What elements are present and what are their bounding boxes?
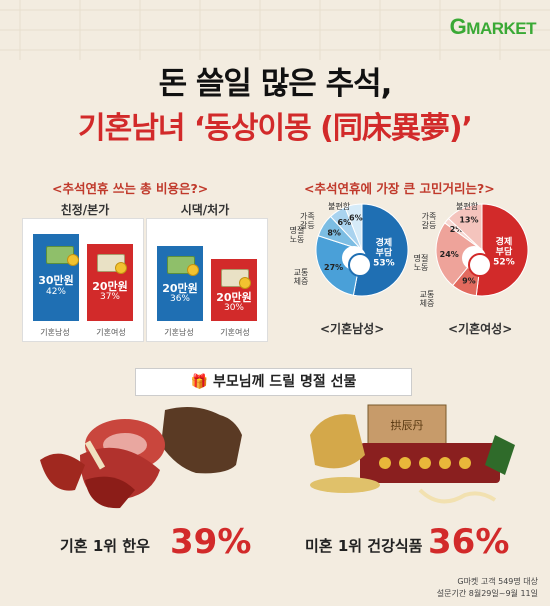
single-gift-pct: 36% [428, 522, 510, 562]
title-line-2: 기혼남녀 ‘동상이몽 (同床異夢)’ [78, 111, 473, 146]
woman-avatar-icon [468, 253, 492, 277]
pie-value-label: 2% [450, 225, 464, 234]
cost-card-0: 30만원 42% 20만원 37% 기혼남성 기혼여성 [22, 218, 144, 342]
bar-1-female: 20만원 30% [211, 259, 257, 321]
married-gift-pct: 39% [170, 522, 252, 562]
pie-value-label: 13% [459, 216, 478, 225]
single-gift-text: 미혼 1위 건강식품 [305, 537, 423, 555]
pie-value-label: 27% [324, 263, 343, 272]
label-female-family: 가족 갈등 [421, 212, 437, 230]
group-label-1: 시댁/처가 [180, 203, 230, 217]
bar-0-male: 30만원 42% [33, 234, 79, 321]
bar-0-female: 20만원 37% [87, 244, 133, 321]
coin-icon [239, 277, 251, 289]
coin-icon [67, 254, 79, 266]
pie-slice [475, 203, 529, 297]
bar-x-label: 기혼남성 [164, 328, 194, 337]
bar-pct: 30% [223, 303, 244, 313]
footnote-line-1: G마켓 고객 549명 대상 [457, 577, 538, 586]
cost-card-1: 20만원 36% 20만원 30% 기혼남성 기혼여성 [146, 218, 268, 342]
female-pie-title: <기혼여성> [448, 322, 513, 336]
gift-banner: 🎁 부모님께 드릴 명절 선물 [135, 368, 412, 396]
label-female-discomfort: 불편함 [456, 202, 479, 211]
bar-x-label: 기혼여성 [220, 328, 250, 337]
cost-heading: <추석연휴 쓰는 총 비용은?> [52, 181, 209, 196]
coin-icon [115, 262, 127, 274]
bar-pct: 42% [45, 287, 66, 297]
pie-slice [447, 203, 483, 252]
gift-heading: 부모님께 드릴 명절 선물 [212, 374, 357, 390]
label-male-family: 가족 갈등 [300, 212, 315, 230]
pie-value-label: 6% [349, 214, 363, 223]
title-line-1: 돈 쓸일 많은 추석, [158, 66, 393, 102]
bar-amount: 20만원 [216, 291, 252, 304]
label-male-discomfort: 불편함 [328, 202, 351, 211]
pie-value-label: 24% [440, 250, 459, 259]
jar-label: 拱辰丹 [391, 418, 424, 432]
logo-g: G [449, 14, 467, 39]
bar-1-male: 20만원 36% [157, 246, 203, 321]
bar-pct: 36% [169, 294, 190, 304]
footnote-line-2: 설문기간 8월29일~9월 11일 [436, 589, 538, 598]
man-avatar-icon [348, 253, 372, 277]
logo-text: MARKET [466, 19, 536, 38]
bar-amount: 30만원 [38, 274, 74, 287]
bar-x-label: 기혼남성 [40, 328, 70, 337]
health-food-illustration: 拱辰丹 [310, 404, 515, 504]
female-donut-chart: 경제 부담 52% 9% 24% 2%13% [435, 203, 529, 297]
bar-pct: 37% [99, 292, 120, 302]
pie-value-label: 경제 부담 52% [493, 236, 515, 268]
label-male-labor: 명절 노동 [289, 226, 305, 244]
worry-heading: <추석연휴에 가장 큰 고민거리는?> [304, 181, 495, 196]
pie-value-label: 8% [327, 228, 341, 237]
pie-value-label: 9% [462, 276, 476, 285]
coin-icon [187, 264, 199, 276]
male-donut-chart: 경제 부담 53%27%8%6%6% [315, 203, 409, 297]
bar-amount: 20만원 [162, 282, 198, 295]
male-pie-title: <기혼남성> [320, 322, 385, 336]
bar-x-label: 기혼여성 [96, 328, 126, 337]
group-label-0: 친정/본가 [60, 203, 110, 217]
lattice-pattern [0, 0, 550, 60]
pie-slice [435, 222, 483, 287]
label-female-traffic: 교통 체증 [419, 290, 435, 308]
beef-illustration [40, 406, 242, 509]
pie-value-label: 경제 부담 53% [373, 236, 395, 268]
gmarket-logo: GMARKET [449, 14, 537, 40]
married-gift-text: 기혼 1위 한우 [60, 537, 150, 555]
label-female-labor: 명절 노동 [413, 254, 429, 272]
pie-slice [344, 203, 363, 251]
gift-icon: 🎁 [190, 374, 209, 390]
label-male-traffic: 교통 체증 [293, 268, 309, 286]
bar-amount: 20만원 [92, 280, 128, 293]
pie-value-label: 6% [338, 218, 352, 227]
